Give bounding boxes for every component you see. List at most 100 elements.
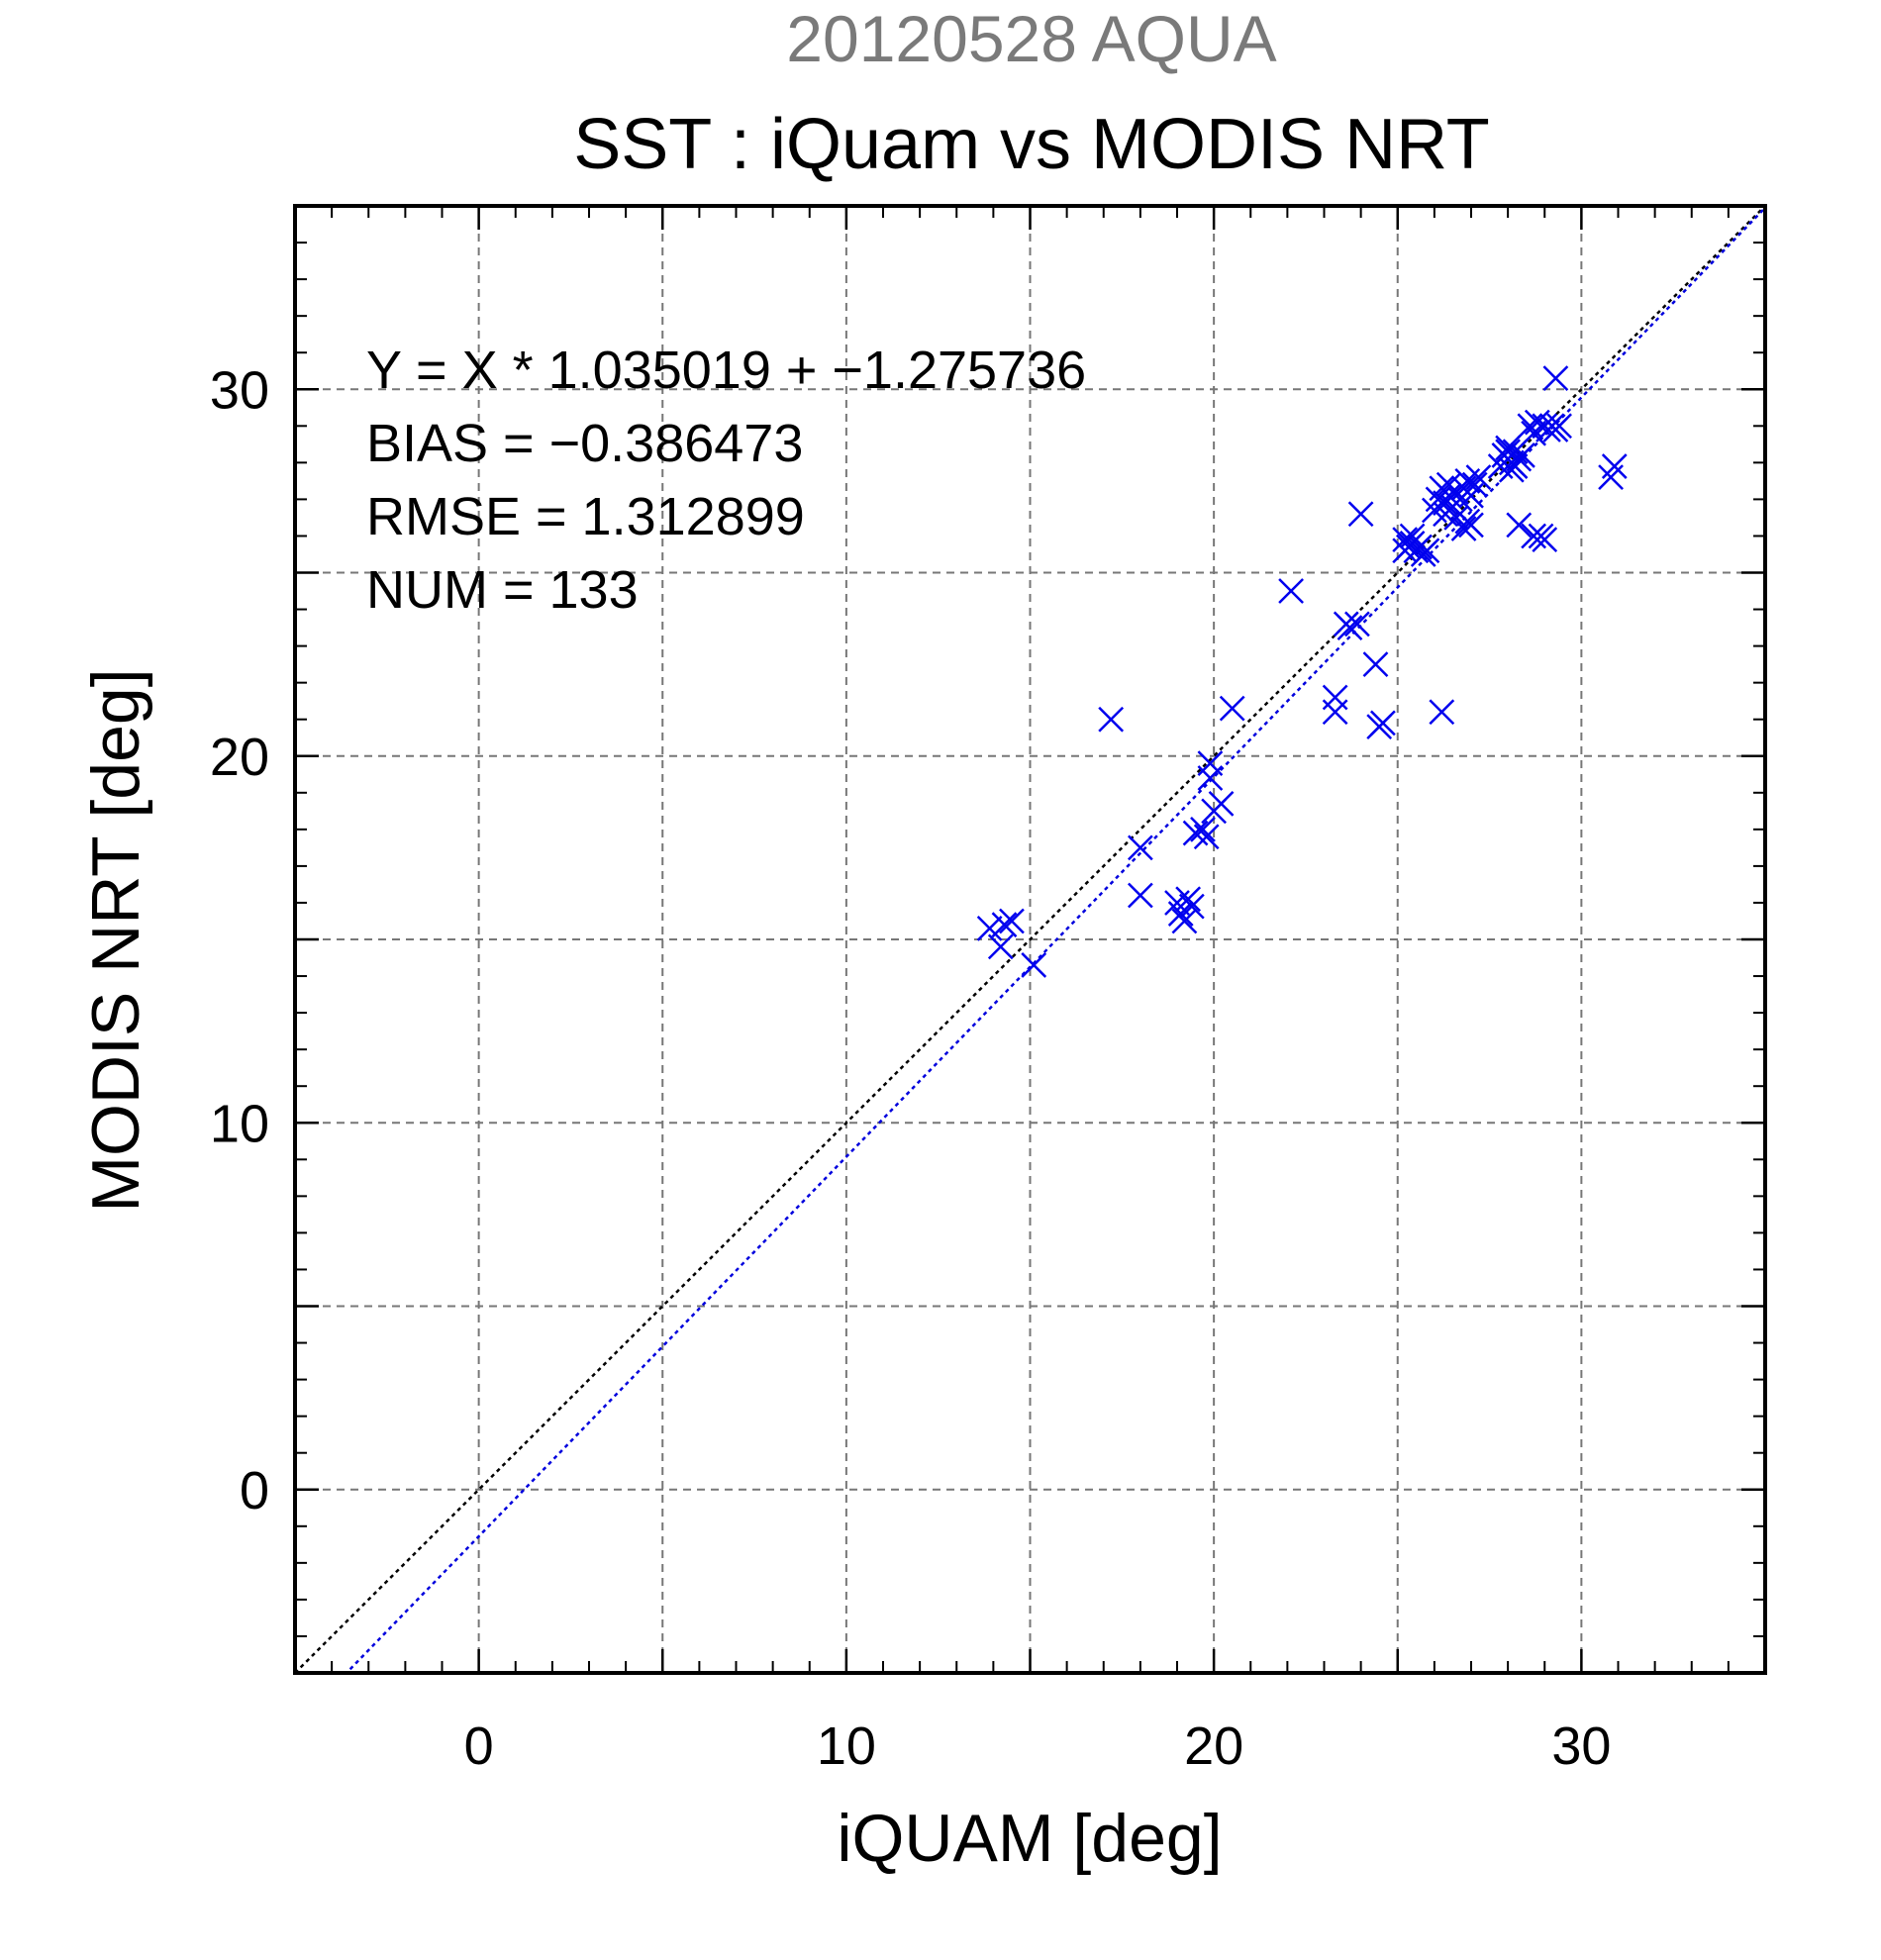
data-point [1429, 699, 1455, 726]
y-tick-label: 10 [210, 1094, 269, 1153]
data-point-stroke [1336, 615, 1363, 640]
data-point-stroke [1021, 952, 1047, 978]
rmse-label: RMSE = 1.312899 [366, 487, 805, 546]
data-point [1495, 439, 1522, 465]
data-point [1190, 816, 1216, 842]
x-tick-label: 30 [1551, 1716, 1611, 1776]
data-point-stroke [1178, 893, 1205, 920]
data-point [1127, 834, 1153, 861]
y-tick-label: 30 [210, 360, 269, 420]
grid-lines [295, 206, 1765, 1673]
data-point [987, 933, 1014, 960]
data-point-stroke [1322, 699, 1348, 726]
chart-title: SST : iQuam vs MODIS NRT [573, 105, 1490, 184]
x-tick-label: 20 [1184, 1716, 1243, 1776]
data-point-stroke [1362, 651, 1389, 678]
data-point [1542, 365, 1569, 392]
data-point [1521, 420, 1546, 446]
data-point [1167, 901, 1194, 927]
data-point [1197, 750, 1224, 777]
data-point [1461, 471, 1488, 498]
data-point-stroke [1461, 471, 1488, 498]
data-point [1175, 886, 1202, 913]
data-point-stroke [1344, 611, 1370, 637]
data-point [1336, 615, 1363, 640]
data-point-stroke [1521, 523, 1546, 549]
data-point [1322, 699, 1348, 726]
data-point [1178, 893, 1205, 920]
bias-label: BIAS = −0.386473 [366, 414, 803, 473]
data-point-stroke [1436, 482, 1462, 509]
data-point [1532, 527, 1558, 553]
data-point-stroke [1414, 538, 1440, 564]
data-point-stroke [1370, 710, 1396, 736]
data-point [1542, 417, 1569, 442]
data-point-stroke [1208, 791, 1235, 817]
y-tick-label: 0 [240, 1461, 269, 1520]
one-to-one-line [295, 206, 1765, 1673]
data-point-stroke [1219, 695, 1245, 722]
data-point-stroke [1171, 908, 1198, 934]
stats-box: Y = X * 1.035019 + −1.275736 BIAS = −0.3… [366, 341, 1086, 620]
data-point-stroke [999, 908, 1025, 934]
data-point-stroke [991, 912, 1018, 938]
data-point-stroke [1392, 538, 1419, 564]
data-point-stroke [1450, 516, 1477, 541]
data-point-stroke [1542, 417, 1569, 442]
data-point-stroke [1127, 834, 1153, 861]
data-point [1601, 453, 1628, 479]
data-point [1098, 706, 1125, 733]
data-point-stroke [976, 916, 1003, 941]
data-point [1465, 464, 1492, 491]
x-axis-label: iQUAM [deg] [837, 1801, 1222, 1876]
chart-supertitle: 20120528 AQUA [786, 2, 1276, 75]
data-point-stroke [1175, 886, 1202, 913]
data-point-stroke [1347, 501, 1374, 528]
data-point-stroke [1510, 442, 1535, 468]
data-point-stroke [1502, 453, 1529, 479]
data-point-stroke [1182, 820, 1209, 846]
data-point-stroke [1506, 512, 1533, 539]
data-point-stroke [1495, 439, 1522, 465]
y-axis-label: MODIS NRT [deg] [78, 668, 153, 1212]
data-point [1407, 534, 1433, 560]
data-point [991, 912, 1018, 938]
data-point [1370, 710, 1396, 736]
data-point-stroke [1443, 505, 1470, 531]
data-point [1171, 908, 1198, 934]
data-point-stroke [1433, 501, 1458, 528]
data-point [1443, 505, 1470, 531]
major-ticks [295, 206, 1765, 1673]
data-point [1219, 695, 1245, 722]
data-point [1362, 651, 1389, 678]
data-point [1506, 512, 1533, 539]
data-point-stroke [1193, 824, 1220, 850]
data-point [1208, 791, 1235, 817]
data-point-stroke [1190, 816, 1216, 842]
data-point [1127, 882, 1153, 909]
data-point-stroke [1436, 471, 1462, 498]
data-point [1450, 516, 1477, 541]
x-tick-label: 10 [817, 1716, 876, 1776]
data-point [1021, 952, 1047, 978]
plot-frame [293, 204, 1767, 1675]
data-point [1502, 453, 1529, 479]
data-point-stroke [1601, 453, 1628, 479]
data-point-stroke [1429, 699, 1455, 726]
data-point-stroke [1407, 534, 1433, 560]
data-point-stroke [1098, 706, 1125, 733]
data-point [1344, 611, 1370, 637]
data-point [1399, 523, 1426, 549]
data-point-stroke [987, 933, 1014, 960]
y-tick-label: 20 [210, 728, 269, 787]
data-point-stroke [1278, 578, 1304, 604]
data-point-stroke [1458, 512, 1484, 539]
data-point-stroke [1197, 750, 1224, 777]
data-point [1193, 824, 1220, 850]
data-point-stroke [1167, 901, 1194, 927]
data-point [1347, 501, 1374, 528]
data-point-stroke [1542, 365, 1569, 392]
tick-labels: 0 10 20 30 0 10 20 30 [210, 360, 1611, 1776]
data-point [976, 916, 1003, 941]
